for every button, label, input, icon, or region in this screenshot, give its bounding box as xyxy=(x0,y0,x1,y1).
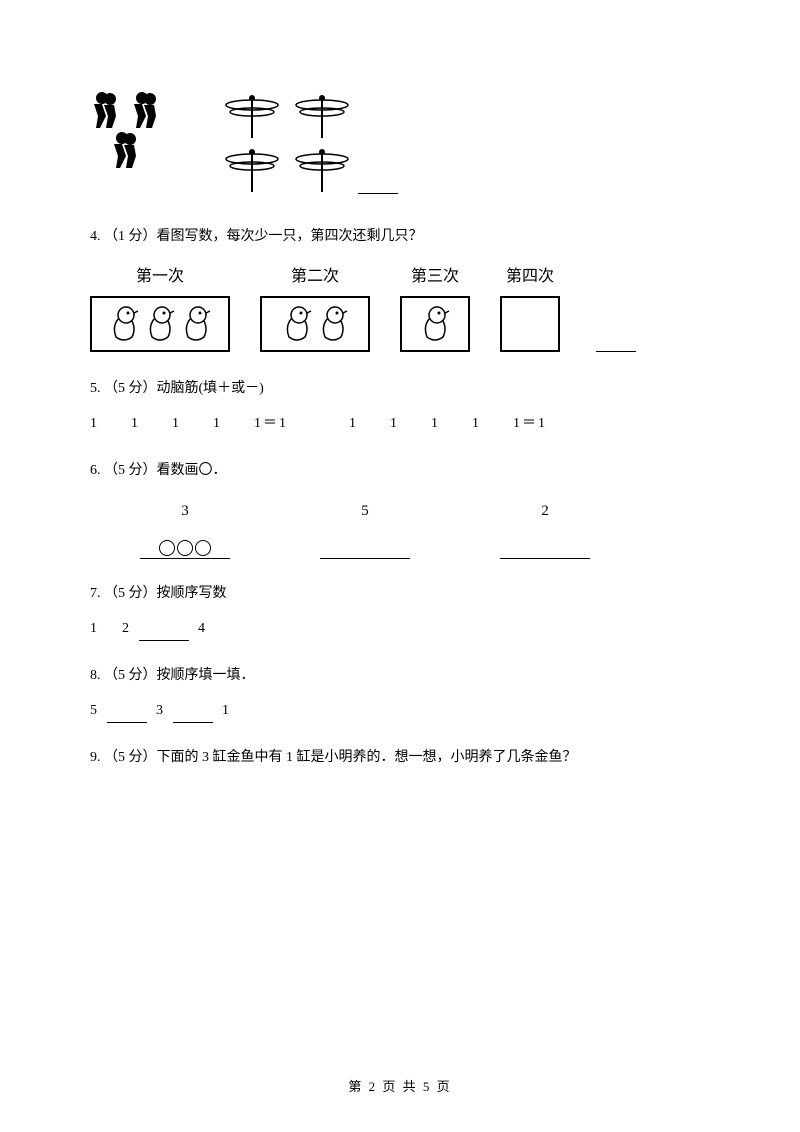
child-icon xyxy=(110,130,142,170)
chick-icon xyxy=(108,305,140,343)
draw-number: 5 xyxy=(361,498,369,525)
equation-right: 1 1 1 1 1＝1 xyxy=(349,416,547,431)
draw-area[interactable] xyxy=(320,535,410,559)
page-footer: 第 2 页 共 5 页 xyxy=(0,1075,800,1098)
seq-box xyxy=(260,296,370,352)
chick-icon xyxy=(317,305,349,343)
dragonfly-illustration xyxy=(222,90,352,194)
draw-number: 2 xyxy=(541,498,549,525)
question-5-text: 5. （5 分）动脑筋(填＋或－) xyxy=(90,376,710,401)
seq-num: 4 xyxy=(198,621,205,636)
child-pair xyxy=(90,90,122,130)
circle-icon xyxy=(159,540,175,556)
chick-icon xyxy=(144,305,176,343)
seq-label: 第二次 xyxy=(291,263,339,292)
draw-col-1: 3 xyxy=(140,498,230,559)
draw-number: 3 xyxy=(181,498,189,525)
question-9-text: 9. （5 分）下面的 3 缸金鱼中有 1 缸是小明养的．想一想，小明养了几条金… xyxy=(90,745,710,770)
seq-num: 5 xyxy=(90,703,97,718)
circle-icon xyxy=(195,540,211,556)
seq-label: 第四次 xyxy=(506,263,554,292)
child-icon xyxy=(130,90,162,130)
fill-blank[interactable] xyxy=(139,627,189,641)
question-6-text: 6. （5 分）看数画〇． xyxy=(90,458,710,483)
dragonfly-icon xyxy=(292,90,352,140)
question-4-text: 4. （1 分）看图写数，每次少一只，第四次还剩几只？ xyxy=(90,224,710,249)
illustration-row xyxy=(90,90,710,194)
child-icon xyxy=(90,90,122,130)
question-7-text: 7. （5 分）按顺序写数 xyxy=(90,581,710,606)
seq-item-4: 第四次 xyxy=(500,263,560,352)
fill-blank[interactable] xyxy=(107,709,147,723)
answer-blank[interactable] xyxy=(596,338,636,352)
seq-num: 1 xyxy=(222,703,229,718)
circle-icon xyxy=(177,540,193,556)
seq-num: 3 xyxy=(156,703,163,718)
equation-row: 1 1 1 1 1＝1 1 1 1 1 1＝1 xyxy=(90,411,710,436)
seq-box-empty[interactable] xyxy=(500,296,560,352)
child-pair xyxy=(110,130,142,170)
chick-icon xyxy=(281,305,313,343)
sequence-8: 5 3 1 xyxy=(90,698,710,723)
seq-num: 2 xyxy=(122,621,129,636)
seq-num: 1 xyxy=(90,621,97,636)
child-pair xyxy=(130,90,162,130)
seq-box xyxy=(400,296,470,352)
chick-sequence-row: 第一次 第二次 第三次 第四次 xyxy=(90,263,710,352)
draw-col-2: 5 xyxy=(320,498,410,559)
equation-left: 1 1 1 1 1＝1 xyxy=(90,416,288,431)
children-illustration xyxy=(90,90,162,194)
dragonfly-icon xyxy=(292,144,352,194)
seq-item-1: 第一次 xyxy=(90,263,230,352)
fill-blank[interactable] xyxy=(173,709,213,723)
seq-label: 第一次 xyxy=(136,263,184,292)
draw-col-3: 2 xyxy=(500,498,590,559)
seq-box xyxy=(90,296,230,352)
chick-icon xyxy=(419,305,451,343)
answer-blank[interactable] xyxy=(358,180,398,194)
dragonfly-icon xyxy=(222,90,282,140)
seq-item-3: 第三次 xyxy=(400,263,470,352)
question-8-text: 8. （5 分）按顺序填一填． xyxy=(90,663,710,688)
dragonfly-icon xyxy=(222,144,282,194)
seq-label: 第三次 xyxy=(411,263,459,292)
sequence-7: 1 2 4 xyxy=(90,616,710,641)
draw-area[interactable] xyxy=(140,535,230,559)
draw-circles-row: 3 5 2 xyxy=(140,498,710,559)
seq-item-2: 第二次 xyxy=(260,263,370,352)
chick-icon xyxy=(180,305,212,343)
draw-area[interactable] xyxy=(500,535,590,559)
